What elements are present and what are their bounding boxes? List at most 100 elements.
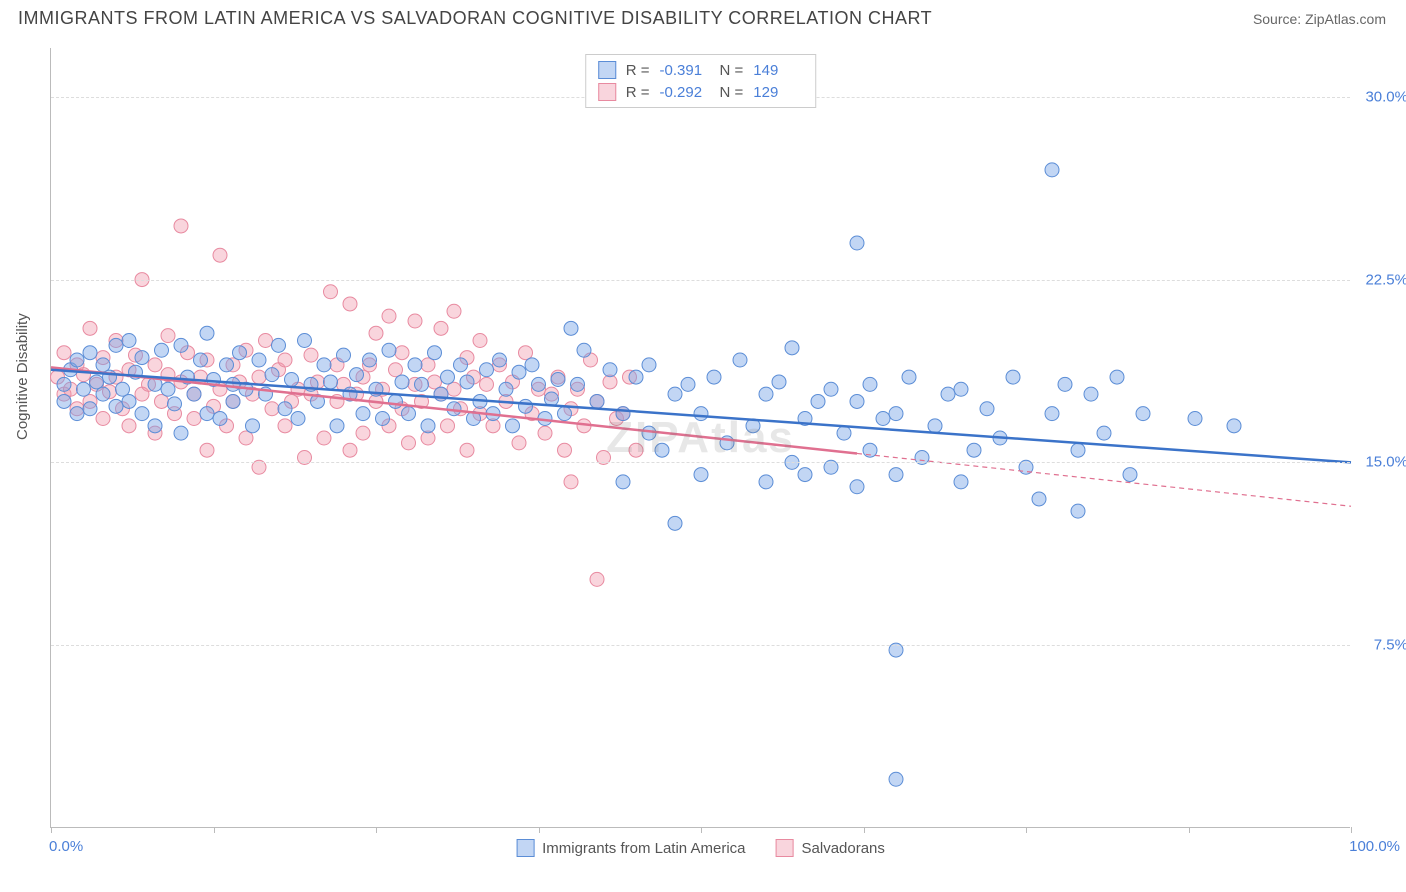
data-point xyxy=(967,443,981,457)
data-point xyxy=(772,375,786,389)
x-tick xyxy=(1026,827,1027,833)
data-point xyxy=(174,219,188,233)
data-point xyxy=(402,436,416,450)
scatter-plot xyxy=(51,48,1350,827)
data-point xyxy=(1110,370,1124,384)
data-point xyxy=(1045,407,1059,421)
y-tick-label: 7.5% xyxy=(1374,637,1406,654)
y-axis-label: Cognitive Disability xyxy=(14,313,31,440)
data-point xyxy=(382,309,396,323)
data-point xyxy=(1136,407,1150,421)
n-value: 149 xyxy=(753,62,803,79)
chart-title: IMMIGRANTS FROM LATIN AMERICA VS SALVADO… xyxy=(18,8,932,29)
data-point xyxy=(551,373,565,387)
data-point xyxy=(83,321,97,335)
data-point xyxy=(1032,492,1046,506)
data-point xyxy=(278,353,292,367)
data-point xyxy=(1227,419,1241,433)
data-point xyxy=(122,334,136,348)
source-attribution: Source: ZipAtlas.com xyxy=(1253,11,1386,27)
data-point xyxy=(83,402,97,416)
data-point xyxy=(837,426,851,440)
data-point xyxy=(473,334,487,348)
data-point xyxy=(798,468,812,482)
data-point xyxy=(220,358,234,372)
legend-swatch xyxy=(776,839,794,857)
legend-swatch xyxy=(598,83,616,101)
data-point xyxy=(291,412,305,426)
data-point xyxy=(200,326,214,340)
data-point xyxy=(246,419,260,433)
data-point xyxy=(616,407,630,421)
data-point xyxy=(850,236,864,250)
data-point xyxy=(135,407,149,421)
data-point xyxy=(889,468,903,482)
data-point xyxy=(603,363,617,377)
data-point xyxy=(200,407,214,421)
x-tick xyxy=(1189,827,1190,833)
data-point xyxy=(512,436,526,450)
source-prefix: Source: xyxy=(1253,11,1305,27)
data-point xyxy=(512,365,526,379)
x-tick xyxy=(214,827,215,833)
data-point xyxy=(70,407,84,421)
data-point xyxy=(850,394,864,408)
chart-plot-area: R = -0.391 N = 149R = -0.292 N = 129 ZIP… xyxy=(50,48,1350,828)
data-point xyxy=(168,397,182,411)
data-point xyxy=(109,338,123,352)
data-point xyxy=(265,368,279,382)
data-point xyxy=(941,387,955,401)
data-point xyxy=(96,412,110,426)
data-point xyxy=(460,443,474,457)
data-point xyxy=(285,373,299,387)
data-point xyxy=(343,443,357,457)
data-point xyxy=(272,338,286,352)
data-point xyxy=(356,407,370,421)
data-point xyxy=(148,358,162,372)
data-point xyxy=(187,387,201,401)
data-point xyxy=(1097,426,1111,440)
data-point xyxy=(194,353,208,367)
x-tick xyxy=(864,827,865,833)
trend-line-extrapolated xyxy=(857,453,1351,506)
data-point xyxy=(298,334,312,348)
data-point xyxy=(454,358,468,372)
data-point xyxy=(889,772,903,786)
data-point xyxy=(954,382,968,396)
x-axis-max-label: 100.0% xyxy=(1349,838,1400,855)
data-point xyxy=(233,346,247,360)
data-point xyxy=(1123,468,1137,482)
data-point xyxy=(1071,504,1085,518)
data-point xyxy=(421,419,435,433)
data-point xyxy=(642,358,656,372)
legend-item: Immigrants from Latin America xyxy=(516,839,745,857)
y-tick-label: 15.0% xyxy=(1365,454,1406,471)
data-point xyxy=(759,387,773,401)
data-point xyxy=(155,343,169,357)
data-point xyxy=(369,326,383,340)
data-point xyxy=(252,370,266,384)
data-point xyxy=(415,377,429,391)
data-point xyxy=(655,443,669,457)
data-point xyxy=(811,394,825,408)
data-point xyxy=(252,353,266,367)
data-point xyxy=(317,431,331,445)
data-point xyxy=(850,480,864,494)
data-point xyxy=(499,382,513,396)
data-point xyxy=(1188,412,1202,426)
data-point xyxy=(629,370,643,384)
data-point xyxy=(161,382,175,396)
data-point xyxy=(330,419,344,433)
data-point xyxy=(590,394,604,408)
data-point xyxy=(428,346,442,360)
data-point xyxy=(57,346,71,360)
legend-swatch xyxy=(516,839,534,857)
data-point xyxy=(382,343,396,357)
data-point xyxy=(77,382,91,396)
data-point xyxy=(668,387,682,401)
data-point xyxy=(317,358,331,372)
data-point xyxy=(213,248,227,262)
data-point xyxy=(174,426,188,440)
data-point xyxy=(1006,370,1020,384)
trend-line xyxy=(51,370,1351,463)
